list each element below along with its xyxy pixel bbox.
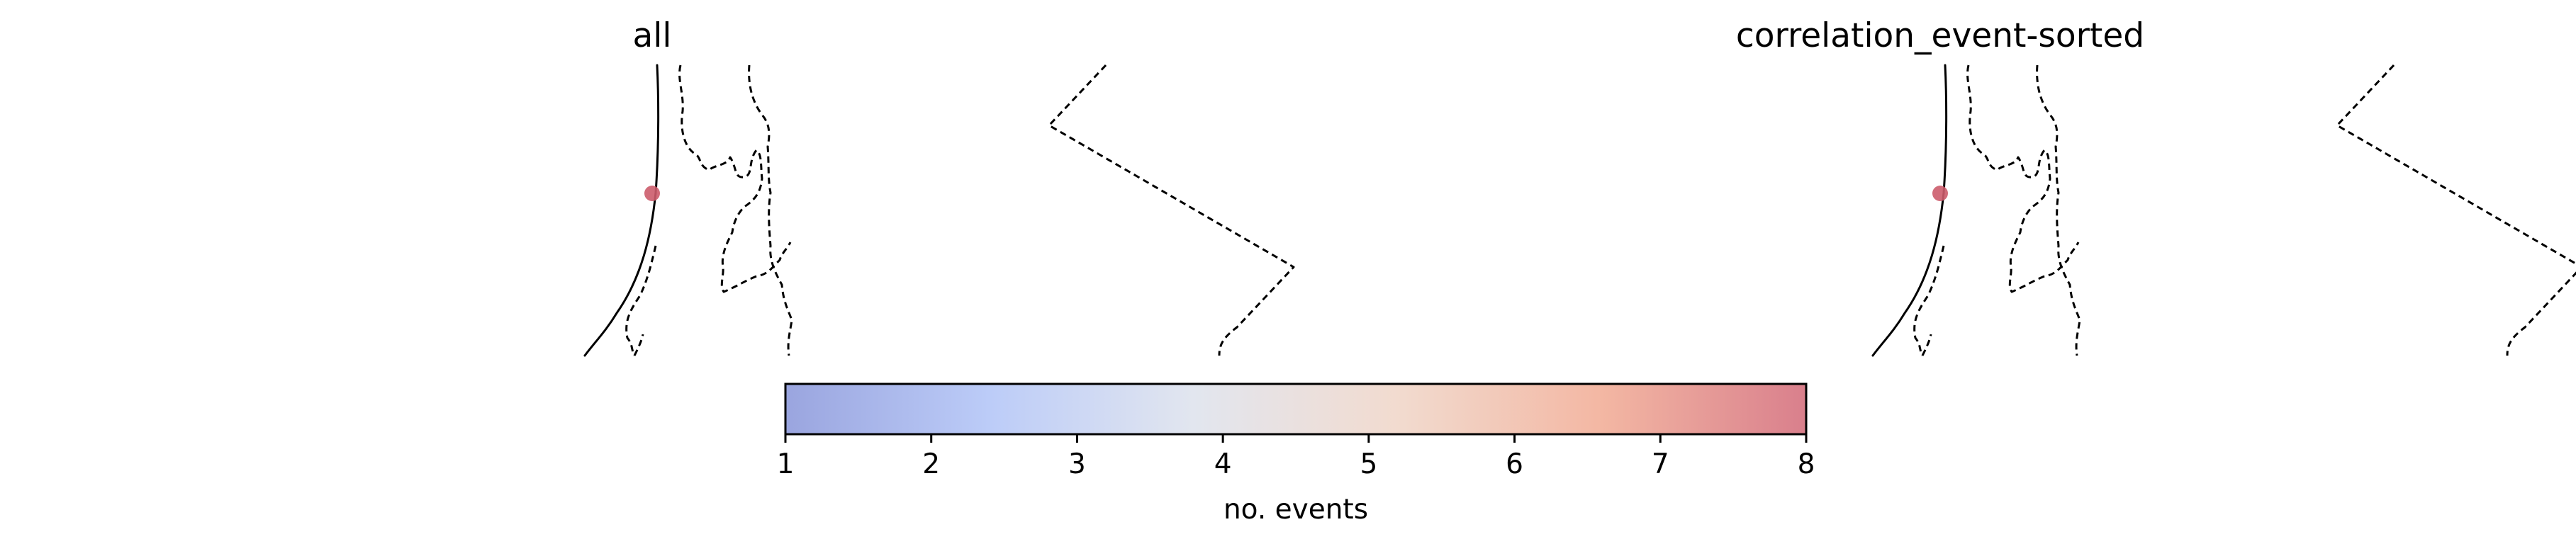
map-outline-correlation-event-sorted [1871, 64, 2576, 357]
colorbar-label: no. events [1223, 494, 1368, 526]
colorbar-tick-label: 1 [777, 448, 795, 480]
colorbar-tick-label: 7 [1652, 448, 1669, 480]
colorbar-tick-label: 8 [1798, 448, 1815, 480]
colorbar-tick-label: 4 [1214, 448, 1232, 480]
colorbar: 1 2 3 4 5 6 7 8 no. events [777, 382, 1815, 526]
colorbar-tick-label: 3 [1068, 448, 1086, 480]
event-point-correlation-event-sorted [1932, 186, 1948, 201]
panel-title-all: all [633, 16, 672, 55]
map-outline-all [583, 64, 1295, 357]
colorbar-tick-label: 6 [1506, 448, 1523, 480]
colorbar-ticks: 1 2 3 4 5 6 7 8 [777, 434, 1815, 480]
event-point-all [644, 186, 660, 201]
colorbar-tick-label: 2 [922, 448, 940, 480]
map-panel-all: all [583, 16, 1295, 357]
map-panel-correlation-event-sorted: correlation_event-sorted [1736, 16, 2576, 357]
panel-title-correlation-event-sorted: correlation_event-sorted [1736, 16, 2144, 55]
colorbar-tick-label: 5 [1360, 448, 1377, 480]
colorbar-gradient [784, 382, 1808, 436]
